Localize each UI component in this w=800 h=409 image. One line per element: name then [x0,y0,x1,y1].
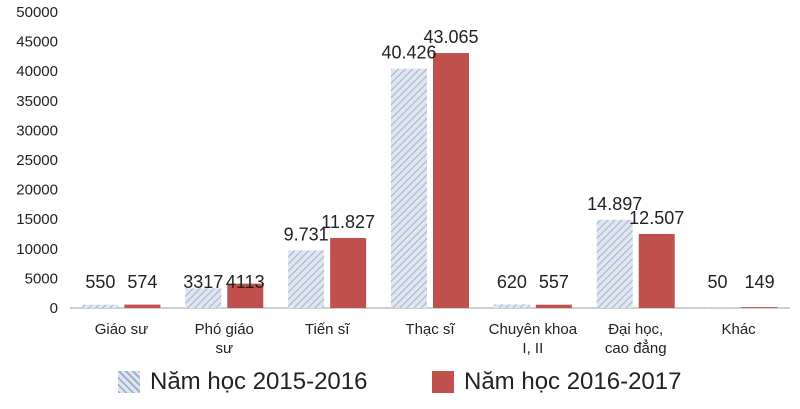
bar-series-2-1 [227,283,264,308]
y-tick-label-8: 40000 [16,63,58,80]
data-label-series-2-0: 574 [127,272,157,292]
x-tick-label-5: Đại học, cao đẳng [605,321,667,357]
legend-label-series-1: Năm học 2015-2016 [150,368,368,395]
bar-series-1-1 [185,288,222,308]
data-label-series-1-5: 14.897 [587,194,642,214]
y-tick-label-0: 0 [50,300,58,317]
legend-swatch-series-2 [432,371,454,393]
legend-item-series-2: Năm học 2016-2017 [432,368,681,396]
y-tick-label-7: 35000 [16,93,58,110]
x-tick-label-4: Chuyên khoa I, II [489,321,578,357]
data-label-series-2-5: 12.507 [629,208,684,228]
data-label-series-1-4: 620 [497,272,527,292]
data-label-series-2-6: 149 [745,272,775,292]
bar-series-1-0 [82,304,119,308]
bar-series-2-3 [433,53,469,308]
x-tick-labels: Giáo sư Phó giáo sư Tiến sĩ Thạc sĩ Chuyên kh… [95,321,756,357]
bar-series-1-5 [596,219,633,308]
data-label-series-1-6: 50 [708,272,728,292]
bar-series-1-3 [391,68,427,309]
x-tick-label-3: Thạc sĩ [405,321,455,338]
data-label-series-1-0: 550 [85,272,115,292]
x-tick-label-0: Giáo sư [95,321,148,338]
x-tick-label-1: Phó giáo sư [195,321,254,357]
bar-series-2-4 [535,304,572,308]
data-label-series-1-3: 40.426 [381,43,436,63]
y-tick-label-4: 20000 [16,182,58,199]
y-tick-label-9: 45000 [16,34,58,51]
y-axis: 0 5000 10000 15000 20000 25000 30000 35000 40000… [16,4,58,317]
legend-item-series-1: Năm học 2015-2016 [118,368,367,396]
legend-label-series-2: Năm học 2016-2017 [464,368,682,395]
data-label-series-2-4: 557 [539,272,569,292]
y-tick-label-5: 25000 [16,152,58,169]
data-label-series-2-1: 4113 [226,272,265,292]
x-tick-label-2: Tiến sĩ [305,321,350,338]
bar-series-2-6 [741,307,778,308]
bar-series-1-2 [288,250,325,308]
data-label-series-1-2: 9.731 [284,224,329,244]
data-label-series-1-1: 3317 [183,272,223,292]
y-tick-label-10: 50000 [16,4,58,21]
data-label-series-2-2: 11.827 [321,212,375,232]
y-tick-label-6: 30000 [16,122,58,139]
y-tick-label-3: 15000 [16,211,58,228]
bar-chart: 0 5000 10000 15000 20000 25000 30000 35000 40000… [16,4,790,357]
legend-swatch-series-1 [118,371,140,393]
y-tick-label-1: 5000 [25,270,58,287]
bar-series-2-5 [638,233,675,308]
bars [82,53,778,309]
data-label-series-2-3: 43.065 [423,27,478,47]
y-tick-label-2: 10000 [16,241,58,258]
x-tick-label-6: Khác [721,321,756,338]
bar-series-2-0 [124,304,161,308]
bar-series-1-4 [493,304,530,308]
legend: Năm học 2015-2016 Năm học 2016-2017 [0,368,800,408]
bar-series-2-2 [330,237,367,308]
